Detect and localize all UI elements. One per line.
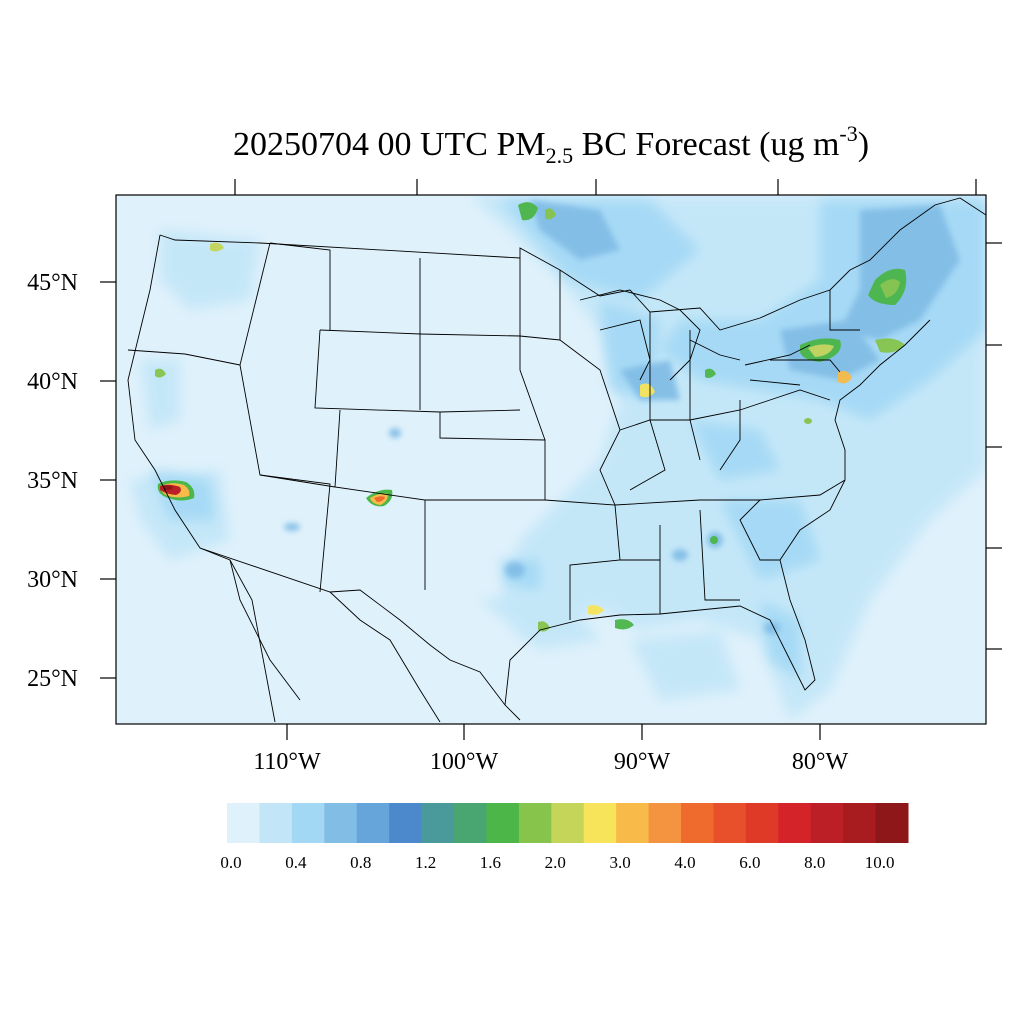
colorbar-swatch bbox=[421, 803, 455, 843]
colorbar-label: 0.8 bbox=[350, 853, 371, 872]
colorbar-swatch bbox=[648, 803, 682, 843]
colorbar-swatch bbox=[324, 803, 358, 843]
colorbar-label: 10.0 bbox=[865, 853, 895, 872]
colorbar-swatch bbox=[713, 803, 747, 843]
colorbar-label: 6.0 bbox=[739, 853, 760, 872]
colorbar-label: 2.0 bbox=[545, 853, 566, 872]
colorbar-swatch bbox=[389, 803, 423, 843]
latitude-labels: 45°N 40°N 35°N 30°N 25°N bbox=[27, 270, 78, 692]
lat-label: 45°N bbox=[27, 270, 78, 296]
colorbar-swatch bbox=[583, 803, 617, 843]
lat-label: 30°N bbox=[27, 567, 78, 593]
colorbar-label: 1.6 bbox=[480, 853, 501, 872]
colorbar-swatch bbox=[810, 803, 844, 843]
colorbar-label: 3.0 bbox=[610, 853, 631, 872]
colorbar-label: 0.0 bbox=[220, 853, 241, 872]
lon-label: 100°W bbox=[430, 749, 499, 775]
map-frame bbox=[115, 194, 987, 725]
colorbar-label: 4.0 bbox=[674, 853, 695, 872]
colorbar-label: 1.2 bbox=[415, 853, 436, 872]
colorbar-label: 0.4 bbox=[285, 853, 307, 872]
map-panel bbox=[115, 194, 987, 725]
colorbar-swatch bbox=[551, 803, 585, 843]
map-title: 20250704 00 UTC PM2.5 BC Forecast (ug m-… bbox=[233, 121, 869, 168]
lon-label: 90°W bbox=[614, 749, 671, 775]
colorbar-swatch bbox=[745, 803, 779, 843]
colorbar bbox=[227, 803, 909, 843]
axis-ticks bbox=[100, 179, 1002, 740]
colorbar-swatch bbox=[875, 803, 909, 843]
colorbar-swatch bbox=[356, 803, 390, 843]
boundaries bbox=[127, 197, 986, 723]
colorbar-swatch bbox=[518, 803, 552, 843]
colorbar-label: 8.0 bbox=[804, 853, 825, 872]
colorbar-swatch bbox=[454, 803, 487, 843]
colorbar-swatch bbox=[843, 803, 877, 843]
lat-label: 25°N bbox=[27, 666, 78, 692]
lat-label: 40°N bbox=[27, 369, 78, 395]
colorbar-swatch bbox=[259, 803, 293, 843]
longitude-labels: 110°W 100°W 90°W 80°W bbox=[253, 749, 848, 775]
colorbar-swatch bbox=[486, 803, 520, 843]
lon-label: 110°W bbox=[253, 749, 321, 775]
colorbar-swatch bbox=[227, 803, 260, 843]
colorbar-labels: 0.0 0.4 0.8 1.2 1.6 2.0 3.0 4.0 6.0 8.0 10.0 bbox=[220, 853, 894, 872]
colorbar-swatch bbox=[681, 803, 714, 843]
colorbar-swatch bbox=[616, 803, 650, 843]
colorbar-swatch bbox=[778, 803, 812, 843]
lon-label: 80°W bbox=[792, 749, 849, 775]
lat-label: 35°N bbox=[27, 468, 78, 494]
colorbar-swatch bbox=[291, 803, 325, 843]
